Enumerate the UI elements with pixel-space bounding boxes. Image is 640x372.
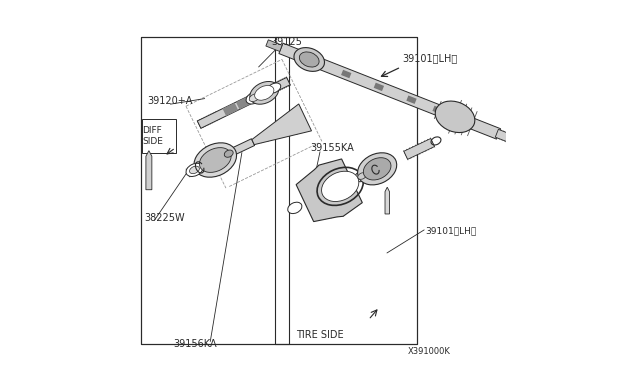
- Polygon shape: [406, 96, 417, 104]
- Ellipse shape: [364, 158, 391, 180]
- Ellipse shape: [321, 171, 359, 202]
- Text: 38225W: 38225W: [145, 213, 185, 223]
- Polygon shape: [374, 83, 384, 91]
- Ellipse shape: [358, 153, 397, 185]
- Polygon shape: [266, 40, 282, 51]
- Ellipse shape: [186, 163, 203, 176]
- Ellipse shape: [358, 173, 366, 179]
- Text: DIFF
SIDE: DIFF SIDE: [142, 126, 163, 146]
- Polygon shape: [186, 139, 255, 176]
- Polygon shape: [296, 159, 362, 222]
- Polygon shape: [404, 138, 435, 159]
- Text: 39101〈LH〉: 39101〈LH〉: [402, 53, 457, 63]
- Text: 39156KA: 39156KA: [173, 339, 217, 349]
- Ellipse shape: [435, 101, 475, 132]
- Text: 39101〈LH〉: 39101〈LH〉: [425, 226, 476, 235]
- Ellipse shape: [249, 94, 260, 102]
- Ellipse shape: [224, 150, 233, 157]
- Polygon shape: [250, 90, 265, 103]
- Polygon shape: [433, 106, 443, 114]
- Text: 39155KA: 39155KA: [310, 143, 355, 153]
- Ellipse shape: [300, 52, 319, 67]
- Text: X391000K: X391000K: [408, 347, 451, 356]
- Ellipse shape: [268, 83, 281, 93]
- Polygon shape: [197, 77, 290, 128]
- Text: 39125: 39125: [271, 37, 302, 47]
- Ellipse shape: [194, 143, 237, 177]
- Bar: [141, 37, 289, 344]
- Ellipse shape: [294, 48, 324, 71]
- Ellipse shape: [246, 91, 263, 104]
- Polygon shape: [279, 43, 500, 139]
- Bar: [142, 119, 177, 153]
- Ellipse shape: [288, 202, 302, 214]
- Polygon shape: [341, 70, 351, 78]
- Ellipse shape: [189, 166, 200, 174]
- Polygon shape: [454, 114, 465, 123]
- Polygon shape: [146, 151, 152, 190]
- Polygon shape: [223, 103, 238, 116]
- Bar: [141, 37, 417, 344]
- Ellipse shape: [250, 81, 278, 104]
- Polygon shape: [252, 104, 312, 145]
- Ellipse shape: [200, 148, 231, 172]
- Polygon shape: [495, 129, 512, 142]
- Text: TIRE SIDE: TIRE SIDE: [296, 330, 344, 340]
- Polygon shape: [236, 96, 252, 109]
- Ellipse shape: [255, 86, 274, 100]
- Bar: [275, 37, 417, 344]
- Ellipse shape: [355, 170, 369, 182]
- Text: 39120+A: 39120+A: [147, 96, 193, 106]
- Polygon shape: [385, 187, 390, 214]
